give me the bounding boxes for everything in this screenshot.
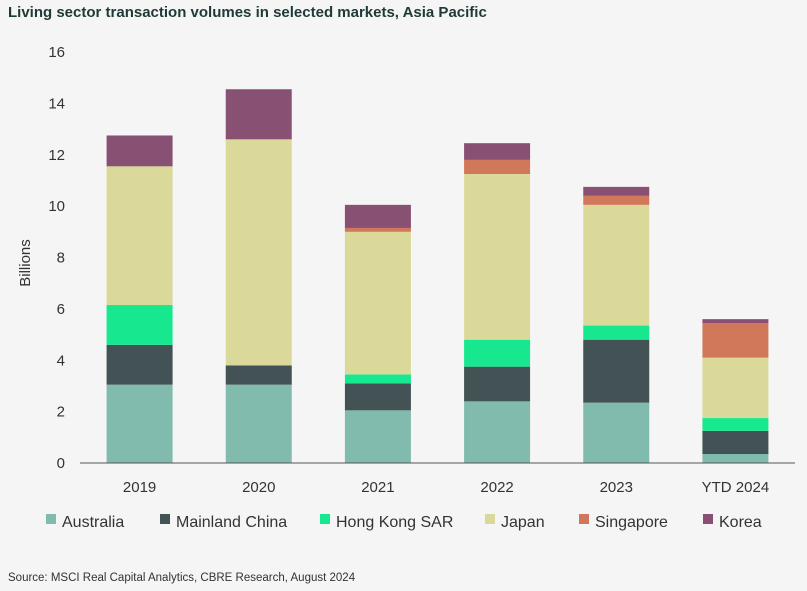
- x-tick-label: 2021: [361, 479, 394, 496]
- legend-label: Korea: [719, 514, 762, 531]
- bar-segment-korea: [583, 186, 650, 196]
- legend-label: Mainland China: [176, 514, 287, 531]
- y-tick-label: 10: [48, 198, 65, 215]
- source-note: Source: MSCI Real Capital Analytics, CBR…: [8, 572, 356, 584]
- y-axis-label: Billions: [17, 239, 34, 287]
- legend-label: Japan: [501, 514, 545, 531]
- y-tick-label: 4: [57, 352, 65, 369]
- bar-segment-australia: [702, 454, 769, 463]
- legend-swatch: [579, 514, 589, 524]
- y-tick-label: 12: [48, 147, 65, 164]
- bar-segment-hong-kong-sar: [344, 374, 411, 384]
- x-tick-label: 2023: [600, 479, 633, 496]
- legend-label: Singapore: [595, 514, 668, 531]
- legend-swatch: [485, 514, 495, 524]
- bar-segment-japan: [106, 166, 173, 306]
- bar-segment-mainland-china: [106, 344, 173, 385]
- bar-segment-japan: [464, 174, 531, 340]
- bar-segment-japan: [344, 231, 411, 375]
- y-tick-label: 2: [57, 404, 65, 421]
- x-tick-label: 2019: [123, 479, 156, 496]
- bar-segment-korea: [702, 319, 769, 324]
- legend-swatch: [160, 514, 170, 524]
- legend-swatch: [46, 514, 56, 524]
- bar-segment-australia: [225, 384, 292, 463]
- x-tick-labels: 2019 2020 2021 2022 2023 YTD 2024: [123, 479, 769, 496]
- bar-segment-mainland-china: [702, 430, 769, 455]
- x-tick-label: 2022: [480, 479, 513, 496]
- y-tick-labels: 0 2 4 6 8 10 12 14 16: [48, 44, 65, 472]
- y-tick-label: 8: [57, 250, 65, 267]
- bar-segment-australia: [583, 402, 650, 463]
- bar-segment-japan: [702, 357, 769, 419]
- y-tick-label: 14: [48, 95, 65, 112]
- bar-segment-australia: [106, 384, 173, 463]
- legend-label: Australia: [62, 514, 124, 531]
- bar-segment-korea: [106, 135, 173, 167]
- bar-segment-korea: [344, 204, 411, 228]
- bar-segment-singapore: [702, 323, 769, 358]
- bar-segment-hong-kong-sar: [583, 325, 650, 340]
- bar-segment-mainland-china: [225, 365, 292, 385]
- bar-segment-mainland-china: [344, 383, 411, 411]
- y-tick-label: 16: [48, 44, 65, 61]
- bar-segment-singapore: [583, 195, 650, 205]
- bar-segment-australia: [344, 410, 411, 463]
- bar-segment-australia: [464, 401, 531, 463]
- y-tick-label: 0: [57, 455, 65, 472]
- bar-segment-japan: [583, 204, 650, 326]
- bar-segment-korea: [464, 143, 531, 160]
- bar-segment-hong-kong-sar: [702, 418, 769, 431]
- bar-segment-singapore: [344, 227, 411, 232]
- bar-segment-mainland-china: [583, 339, 650, 403]
- bars: [106, 89, 769, 463]
- legend-swatch: [703, 514, 713, 524]
- chart-title: Living sector transaction volumes in sel…: [8, 4, 487, 21]
- bar-segment-hong-kong-sar: [464, 339, 531, 367]
- bar-segment-mainland-china: [464, 366, 531, 402]
- bar-segment-korea: [225, 89, 292, 140]
- y-tick-label: 6: [57, 301, 65, 318]
- bar-segment-japan: [225, 139, 292, 366]
- legend: Australia Mainland China Hong Kong SAR Japa…: [46, 514, 762, 531]
- legend-label: Hong Kong SAR: [336, 514, 453, 531]
- x-tick-label: 2020: [242, 479, 275, 496]
- bar-segment-hong-kong-sar: [106, 305, 173, 345]
- x-tick-label: YTD 2024: [702, 479, 770, 496]
- legend-swatch: [320, 514, 330, 524]
- bar-segment-singapore: [464, 159, 531, 175]
